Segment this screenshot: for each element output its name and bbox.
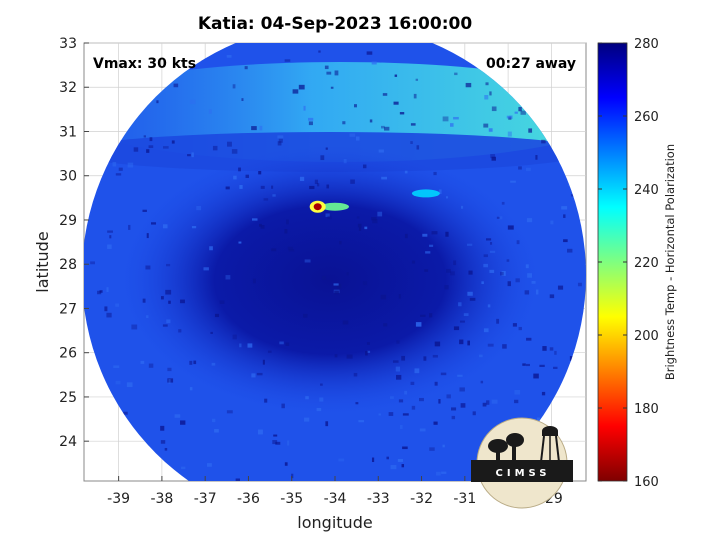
logo-text: CIMSS [496, 468, 551, 479]
y-tick-label: 33 [59, 36, 77, 52]
texture-speckles [90, 50, 583, 481]
colorbar-tick-label: 200 [634, 329, 659, 344]
time-away-annotation: 00:27 away [486, 56, 576, 72]
x-axis-label: longitude [297, 513, 372, 532]
x-tick-label: -35 [280, 491, 303, 507]
brightness-swath [84, 43, 586, 481]
y-tick-label: 29 [59, 213, 77, 229]
y-tick-label: 25 [59, 390, 77, 406]
colorbar [597, 42, 628, 482]
colorbar-tick-label: 260 [634, 110, 659, 125]
vmax-annotation: Vmax: 30 kts [93, 56, 196, 72]
y-tick-label: 32 [59, 80, 77, 96]
hot-spot-core [313, 203, 322, 211]
x-tick-label: -34 [324, 491, 347, 507]
x-tick-label: -36 [237, 491, 260, 507]
colorbar-tick-label: 160 [634, 475, 659, 490]
colorbar-tick-label: 240 [634, 183, 659, 198]
secondary-spot [321, 202, 349, 211]
colorbar-tick-label: 280 [634, 37, 659, 52]
x-tick-label: -38 [150, 491, 173, 507]
y-axis-ticks: 24 25 26 27 28 29 30 31 32 33 [59, 36, 89, 450]
y-tick-label: 27 [59, 301, 77, 317]
x-axis-ticks: -39-38-37-36-35-34-33-32-31-30-29 [107, 476, 563, 507]
x-tick-label: -32 [410, 491, 433, 507]
x-tick-label: -33 [367, 491, 390, 507]
chart-title: Katia: 04-Sep-2023 16:00:00 [197, 14, 473, 34]
y-tick-label: 28 [59, 257, 77, 273]
y-tick-label: 24 [59, 434, 77, 450]
colorbar-ticks: 160 180 200 220 240 260 280 [598, 37, 659, 490]
colorbar-label: Brightness Temp - Horizontal Polarizatio… [663, 144, 677, 380]
secondary-spot [411, 189, 440, 198]
hot-spots [309, 189, 440, 213]
cimss-logo: CIMSS [471, 417, 573, 509]
y-tick-label: 30 [59, 169, 77, 185]
y-axis-label: latitude [33, 231, 52, 292]
y-tick-label: 26 [59, 346, 77, 362]
colorbar-tick-label: 220 [634, 256, 659, 271]
x-tick-label: -31 [453, 491, 476, 507]
x-tick-label: -37 [194, 491, 217, 507]
cold-core [120, 145, 540, 415]
colorbar-tick-label: 180 [634, 402, 659, 417]
x-tick-label: -39 [107, 491, 130, 507]
y-tick-label: 31 [59, 124, 77, 140]
